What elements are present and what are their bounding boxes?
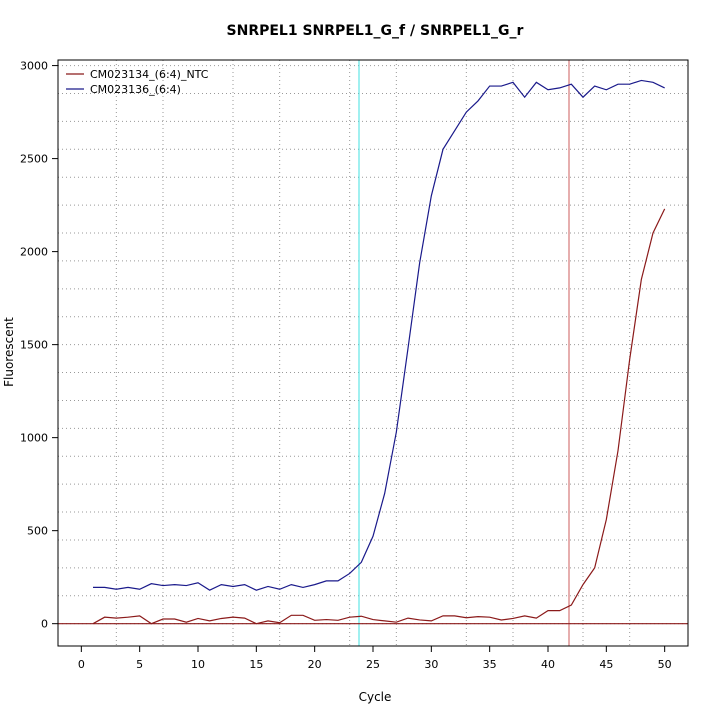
plot-frame: [57, 59, 689, 647]
x-tick-label: 5: [136, 658, 143, 671]
y-tick-label: 2000: [20, 246, 48, 259]
series-line: [92, 208, 666, 625]
x-axis-label: Cycle: [359, 690, 392, 704]
y-tick-label: 0: [41, 618, 48, 631]
y-tick-label: 3000: [20, 60, 48, 73]
x-tick-label: 45: [599, 658, 613, 671]
series-lines: [92, 79, 666, 625]
legend-label: CM023136_(6:4): [90, 83, 181, 96]
legend: CM023134_(6:4)_NTC CM023136_(6:4): [66, 68, 209, 96]
x-tick-label: 10: [191, 658, 205, 671]
y-tick-label: 1000: [20, 432, 48, 445]
y-tick-label: 1500: [20, 339, 48, 352]
y-axis-label: Fluorescent: [2, 317, 16, 387]
grid-lines: [58, 60, 688, 646]
x-tick-label: 30: [424, 658, 438, 671]
x-tick-label: 25: [366, 658, 380, 671]
x-axis: 0 5 10 15 20 25 30 35 40 45 50: [78, 646, 672, 671]
x-tick-label: 15: [249, 658, 263, 671]
series-line: [93, 79, 665, 591]
y-tick-label: 500: [27, 525, 48, 538]
x-tick-label: 20: [308, 658, 322, 671]
x-tick-label: 0: [78, 658, 85, 671]
x-tick-label: 35: [483, 658, 497, 671]
legend-label: CM023134_(6:4)_NTC: [90, 68, 209, 81]
x-tick-label: 50: [658, 658, 672, 671]
x-tick-label: 40: [541, 658, 555, 671]
y-axis: 0 500 1000 1500 2000 2500 3000: [20, 60, 58, 631]
reference-lines: [58, 60, 688, 646]
chart-title: SNRPEL1 SNRPEL1_G_f / SNRPEL1_G_r: [227, 23, 524, 39]
y-tick-label: 2500: [20, 153, 48, 166]
